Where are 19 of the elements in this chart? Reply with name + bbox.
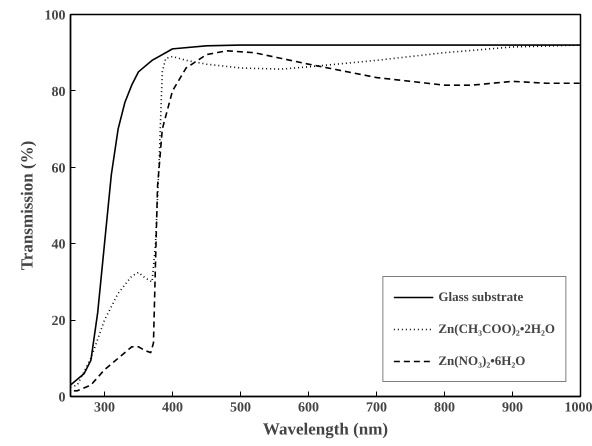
legend-label: Zn(CH₃COO)₂•2H₂O bbox=[438, 321, 555, 337]
y-tick-label: 20 bbox=[52, 314, 66, 330]
x-tick-label: 600 bbox=[298, 400, 319, 416]
y-tick-label: 40 bbox=[52, 238, 66, 253]
x-tick-label: 900 bbox=[502, 400, 523, 416]
x-tick-label: 1000 bbox=[564, 400, 592, 416]
x-tick-label: 400 bbox=[162, 400, 183, 416]
x-tick-label: 700 bbox=[366, 400, 387, 416]
x-tick-label: 300 bbox=[94, 400, 115, 416]
x-tick-label: 800 bbox=[434, 400, 455, 416]
y-tick-label: 80 bbox=[52, 84, 66, 100]
legend-label: Zn(NO₃)₂•6H₂O bbox=[438, 353, 526, 369]
x-axis-title: Wavelength (nm) bbox=[262, 420, 388, 438]
y-tick-label: 100 bbox=[44, 8, 66, 24]
y-axis-title: Transmission (%) bbox=[18, 140, 36, 270]
legend-label: Glass substrate bbox=[438, 289, 524, 305]
x-tick-label: 500 bbox=[230, 400, 251, 416]
y-tick-label: 60 bbox=[52, 161, 66, 176]
y-tick-label: 0 bbox=[58, 390, 66, 406]
